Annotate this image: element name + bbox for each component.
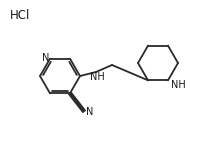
Text: N: N — [42, 53, 50, 63]
Text: HCl: HCl — [10, 8, 30, 21]
Text: NH: NH — [90, 72, 104, 82]
Text: NH: NH — [171, 80, 186, 90]
Text: N: N — [86, 107, 93, 117]
